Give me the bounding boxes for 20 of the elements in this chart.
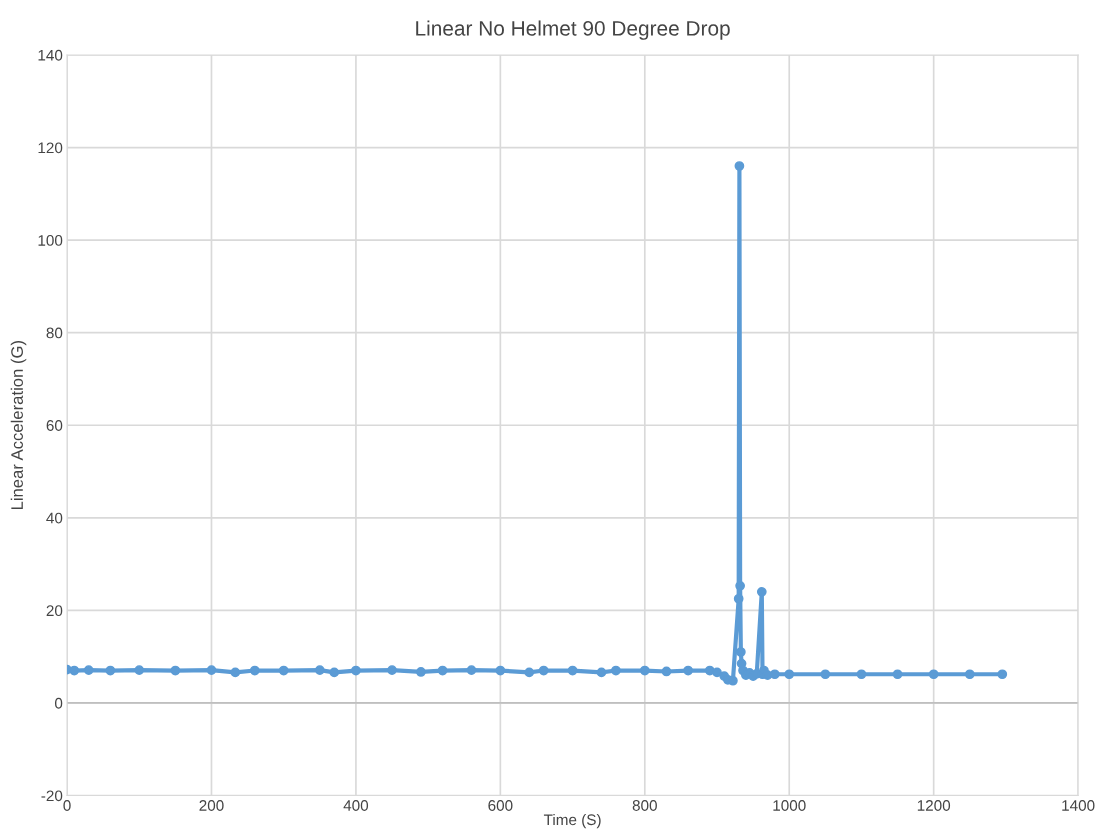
- y-tick-label: 20: [46, 605, 63, 617]
- x-tick-label: 200: [199, 800, 224, 811]
- y-tick-label: 60: [46, 420, 63, 431]
- x-axis-title: Time (S): [543, 813, 601, 829]
- y-tick-label: 140: [38, 49, 63, 61]
- y-tick-label: 80: [46, 327, 63, 339]
- y-tick-label: -20: [41, 790, 63, 802]
- x-tick-label: 800: [632, 800, 657, 811]
- x-tick-label: 1400: [1062, 800, 1095, 811]
- x-tick-label: 1000: [773, 800, 806, 811]
- y-tick-label: 0: [54, 697, 63, 709]
- x-tick-label: 400: [343, 800, 369, 811]
- x-tick-label: 1200: [917, 800, 951, 811]
- y-tick-label: 120: [38, 142, 63, 154]
- y-tick-label: 100: [38, 234, 63, 246]
- chart-title: Linear No Helmet 90 Degree Drop: [416, 20, 730, 40]
- x-tick-label: 0: [63, 800, 71, 811]
- y-tick-label: 40: [46, 512, 63, 524]
- y-axis-title: Linear Acceleration (G): [10, 341, 27, 510]
- x-tick-label: 600: [488, 800, 513, 811]
